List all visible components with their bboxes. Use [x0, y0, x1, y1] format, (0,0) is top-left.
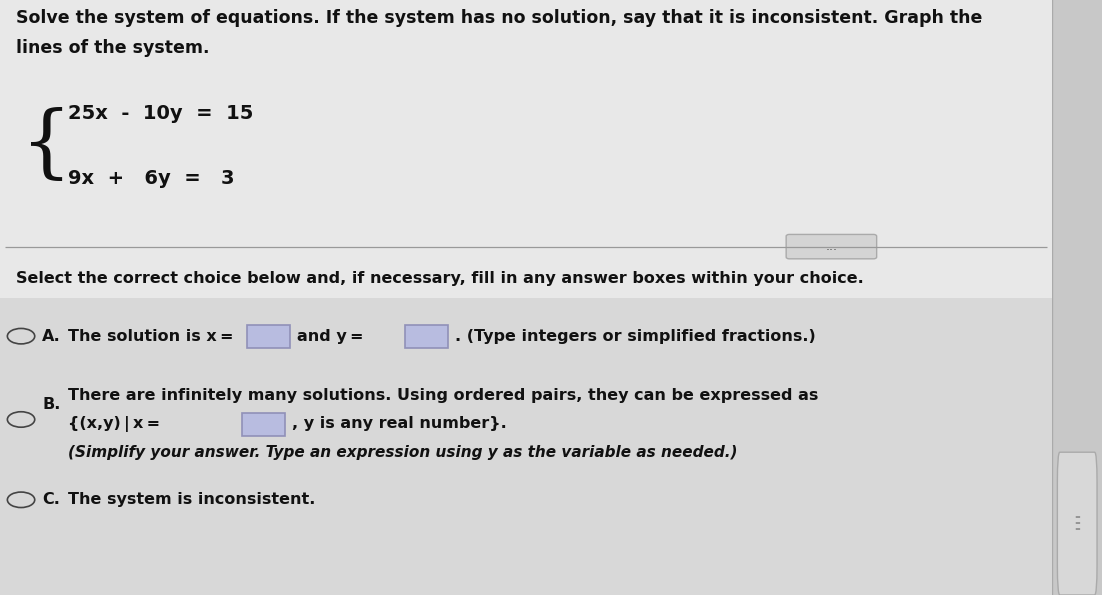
Text: {(x,y) | x =: {(x,y) | x = — [68, 416, 161, 431]
Text: The system is inconsistent.: The system is inconsistent. — [68, 492, 316, 508]
Text: C.: C. — [42, 492, 60, 508]
Text: Select the correct choice below and, if necessary, fill in any answer boxes with: Select the correct choice below and, if … — [15, 271, 864, 286]
Text: and y =: and y = — [296, 328, 364, 344]
Text: B.: B. — [42, 397, 61, 412]
Text: 9x  +   6y  =   3: 9x + 6y = 3 — [68, 169, 235, 188]
Text: There are infinitely many solutions. Using ordered pairs, they can be expressed : There are infinitely many solutions. Usi… — [68, 388, 819, 403]
FancyBboxPatch shape — [404, 325, 447, 348]
Text: A.: A. — [42, 328, 61, 344]
FancyBboxPatch shape — [247, 325, 290, 348]
Text: {: { — [21, 107, 73, 185]
Text: 25x  -  10y  =  15: 25x - 10y = 15 — [68, 104, 253, 123]
Text: . (Type integers or simplified fractions.): . (Type integers or simplified fractions… — [455, 328, 815, 344]
Text: lines of the system.: lines of the system. — [15, 39, 209, 57]
FancyBboxPatch shape — [1057, 452, 1096, 595]
Text: =
=
=: = = = — [1074, 515, 1080, 533]
Text: The solution is x =: The solution is x = — [68, 328, 234, 344]
Text: ...: ... — [825, 240, 838, 253]
FancyBboxPatch shape — [0, 298, 1052, 595]
Text: , y is any real number}.: , y is any real number}. — [292, 416, 506, 431]
FancyBboxPatch shape — [241, 413, 284, 436]
Text: Solve the system of equations. If the system has no solution, say that it is inc: Solve the system of equations. If the sy… — [15, 9, 982, 27]
FancyBboxPatch shape — [786, 234, 877, 259]
FancyBboxPatch shape — [0, 0, 1052, 298]
Text: (Simplify your answer. Type an expression using y as the variable as needed.): (Simplify your answer. Type an expressio… — [68, 444, 738, 460]
